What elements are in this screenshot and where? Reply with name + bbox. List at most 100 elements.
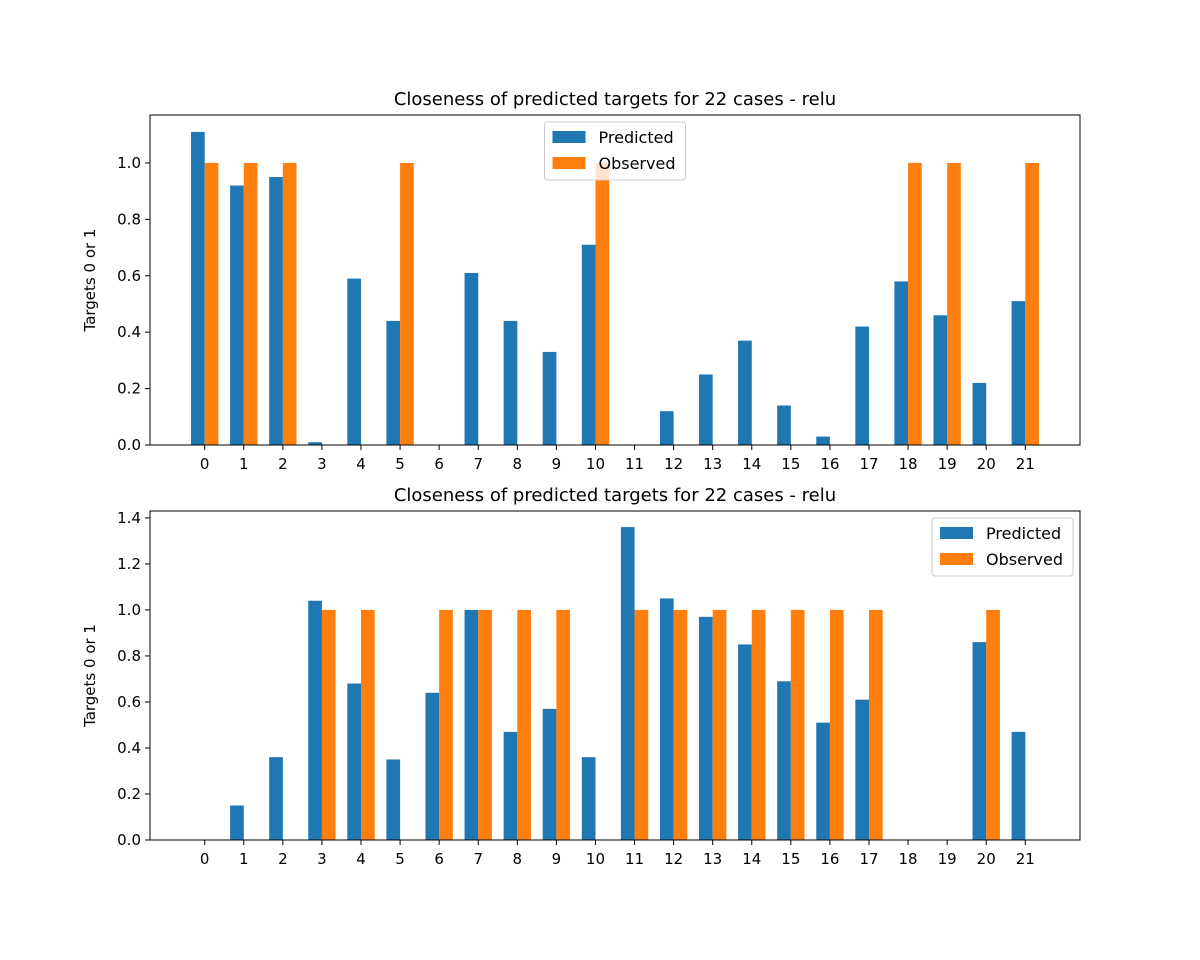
bar-predicted-14	[738, 644, 752, 840]
x-tick-label: 13	[703, 850, 722, 868]
y-tick-label: 0.2	[117, 785, 141, 803]
chart-2: Closeness of predicted targets for 22 ca…	[81, 485, 1081, 868]
x-tick-label: 6	[434, 850, 444, 868]
y-tick-label: 0.8	[117, 210, 141, 228]
bar-predicted-4	[347, 278, 362, 445]
bar-observed-0	[204, 162, 219, 445]
x-tick-label: 8	[513, 850, 523, 868]
x-tick-label: 12	[664, 850, 683, 868]
chart-1: Closeness of predicted targets for 22 ca…	[81, 89, 1081, 473]
bar-observed-7	[478, 609, 492, 840]
legend: Predicted Observed	[931, 517, 1074, 577]
bar-observed-2	[282, 162, 297, 445]
x-tick-label: 4	[356, 850, 366, 868]
x-tick-label: 11	[625, 850, 644, 868]
bar-predicted-5	[386, 759, 401, 840]
bar-observed-17	[868, 609, 883, 840]
x-tick-label: 5	[395, 455, 405, 473]
bar-predicted-0	[191, 131, 205, 445]
x-tick-label: 10	[586, 850, 605, 868]
x-tick-label: 17	[859, 850, 878, 868]
x-tick-label: 10	[586, 455, 605, 473]
bar-observed-5	[400, 162, 414, 445]
bar-predicted-8	[503, 731, 518, 840]
y-tick-label: 0.0	[117, 436, 141, 454]
x-tick-label: 18	[899, 850, 918, 868]
chart-title: Closeness of predicted targets for 22 ca…	[394, 89, 836, 110]
x-tick-label: 2	[278, 850, 288, 868]
x-tick-label: 21	[1016, 455, 1035, 473]
bar-observed-4	[361, 609, 375, 840]
y-tick-label: 1.4	[117, 509, 141, 527]
bar-observed-1	[243, 162, 258, 445]
bar-predicted-2	[269, 177, 283, 446]
bar-predicted-3	[308, 442, 322, 445]
x-tick-label: 9	[552, 850, 562, 868]
y-tick-label: 0.2	[117, 380, 141, 398]
bar-observed-21	[1025, 162, 1039, 445]
bar-predicted-10	[581, 244, 596, 445]
legend-swatch-predicted	[940, 527, 973, 539]
y-tick-label: 1.0	[117, 601, 141, 619]
legend-swatch-observed	[940, 553, 973, 565]
legend: Predicted Observed	[544, 121, 686, 181]
bar-predicted-8	[503, 320, 518, 445]
x-tick-label: 6	[434, 455, 444, 473]
bar-predicted-20	[972, 642, 987, 840]
x-tick-label: 8	[513, 455, 523, 473]
x-tick-label: 21	[1016, 850, 1035, 868]
y-tick-label: 0.4	[117, 739, 141, 757]
bar-observed-18	[908, 162, 922, 445]
x-tick-label: 15	[781, 850, 800, 868]
legend-label-observed: Observed	[986, 550, 1063, 569]
bar-observed-8	[517, 609, 531, 840]
legend-label-predicted: Predicted	[986, 524, 1061, 543]
bar-observed-6	[439, 609, 453, 840]
x-tick-label: 16	[820, 455, 839, 473]
bar-predicted-2	[269, 757, 283, 840]
bar-predicted-9	[542, 351, 557, 445]
bar-observed-14	[751, 609, 766, 840]
x-tick-label: 9	[552, 455, 562, 473]
x-tick-label: 18	[899, 455, 918, 473]
bar-observed-16	[829, 609, 844, 840]
x-tick-label: 20	[977, 850, 996, 868]
x-tick-label: 13	[703, 455, 722, 473]
bar-observed-20	[986, 609, 1000, 840]
bar-predicted-21	[1011, 731, 1026, 840]
x-tick-label: 16	[820, 850, 839, 868]
x-tick-label: 0	[200, 455, 210, 473]
charts: Closeness of predicted targets for 22 ca…	[81, 89, 1081, 868]
x-tick-label: 3	[317, 455, 327, 473]
y-axis-label: Targets 0 or 1	[81, 624, 99, 728]
bar-predicted-7	[464, 609, 479, 840]
plot-frame	[149, 510, 1081, 841]
bar-predicted-14	[738, 340, 752, 445]
bar-predicted-19	[933, 315, 948, 445]
bar-observed-12	[673, 609, 688, 840]
bar-predicted-10	[581, 757, 596, 840]
x-tick-label: 11	[625, 455, 644, 473]
bar-predicted-13	[699, 616, 713, 840]
x-tick-label: 19	[938, 850, 957, 868]
bar-predicted-15	[777, 681, 791, 840]
bar-predicted-1	[230, 805, 244, 840]
y-tick-label: 0.0	[117, 831, 141, 849]
x-tick-label: 20	[977, 455, 996, 473]
bar-predicted-6	[425, 692, 440, 840]
bar-predicted-13	[699, 374, 713, 445]
legend-swatch-predicted	[552, 131, 586, 143]
bar-predicted-11	[620, 527, 635, 840]
legend-label-predicted: Predicted	[599, 128, 674, 147]
bar-predicted-3	[308, 600, 322, 840]
y-tick-label: 0.6	[117, 267, 141, 285]
x-tick-label: 2	[278, 455, 288, 473]
bar-predicted-17	[855, 326, 869, 445]
bar-predicted-7	[464, 272, 479, 445]
bar-observed-10	[595, 162, 610, 445]
x-tick-label: 15	[781, 455, 800, 473]
x-tick-label: 5	[395, 850, 405, 868]
bar-predicted-21	[1011, 301, 1026, 445]
bar-predicted-1	[230, 185, 244, 445]
